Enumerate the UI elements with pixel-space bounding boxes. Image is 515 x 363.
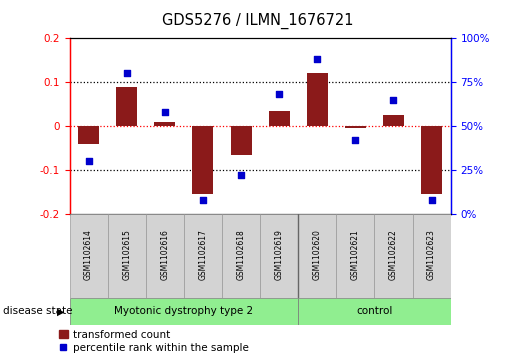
Bar	[269, 111, 289, 126]
Point	[161, 109, 169, 115]
Text: GSM1102618: GSM1102618	[236, 229, 246, 280]
Bar	[116, 86, 137, 126]
Point	[351, 137, 359, 143]
Text: GSM1102619: GSM1102619	[274, 229, 284, 280]
Bar	[374, 214, 413, 298]
Bar	[78, 126, 99, 144]
Bar	[70, 214, 108, 298]
Bar	[193, 126, 213, 194]
Text: GSM1102614: GSM1102614	[84, 229, 93, 280]
Text: control: control	[356, 306, 392, 316]
Bar	[298, 298, 451, 325]
Point	[275, 91, 283, 97]
Text: GSM1102617: GSM1102617	[198, 229, 208, 280]
Point	[123, 70, 131, 76]
Point	[313, 56, 321, 62]
Text: GSM1102620: GSM1102620	[313, 229, 322, 280]
Bar	[108, 214, 146, 298]
Legend: transformed count, percentile rank within the sample: transformed count, percentile rank withi…	[59, 330, 249, 353]
Text: GSM1102616: GSM1102616	[160, 229, 169, 280]
Bar	[345, 126, 366, 129]
Point	[84, 158, 93, 164]
Bar	[260, 214, 298, 298]
Bar	[154, 122, 175, 126]
Bar	[383, 115, 404, 126]
Bar	[222, 214, 260, 298]
Point	[427, 197, 436, 203]
Point	[237, 172, 245, 178]
Bar	[184, 214, 222, 298]
Text: GSM1102623: GSM1102623	[427, 229, 436, 280]
Text: GSM1102615: GSM1102615	[122, 229, 131, 280]
Text: ▶: ▶	[57, 306, 64, 316]
Bar	[70, 298, 298, 325]
Point	[389, 97, 398, 103]
Bar	[146, 214, 184, 298]
Text: GSM1102621: GSM1102621	[351, 229, 360, 280]
Bar	[413, 214, 451, 298]
Text: disease state: disease state	[3, 306, 72, 316]
Bar	[421, 126, 442, 194]
Bar	[336, 214, 374, 298]
Text: GDS5276 / ILMN_1676721: GDS5276 / ILMN_1676721	[162, 13, 353, 29]
Point	[199, 197, 207, 203]
Bar	[307, 73, 328, 126]
Text: Myotonic dystrophy type 2: Myotonic dystrophy type 2	[114, 306, 253, 316]
Text: GSM1102622: GSM1102622	[389, 229, 398, 280]
Bar	[298, 214, 336, 298]
Bar	[231, 126, 251, 155]
